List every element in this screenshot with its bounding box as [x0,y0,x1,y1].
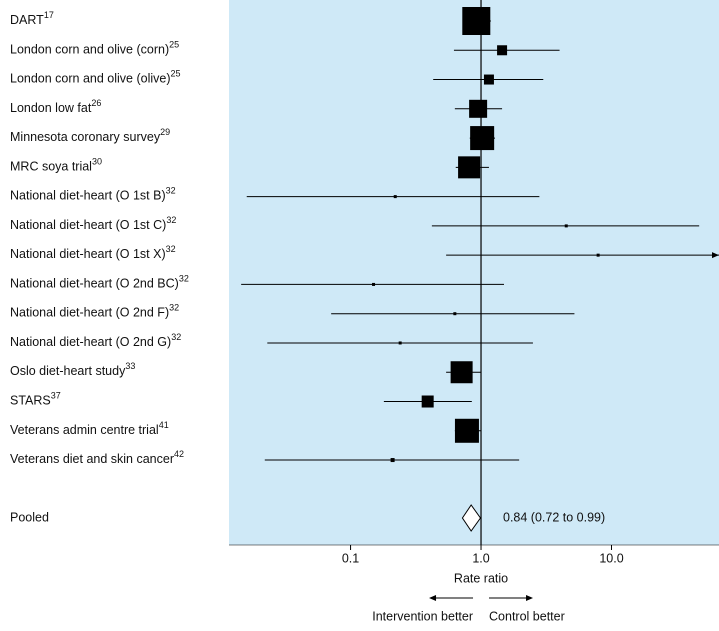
study-ref: 25 [169,40,179,50]
study-label: National diet-heart (O 2nd BC)32 [10,274,189,291]
point-estimate [483,74,494,85]
plot-background [229,0,719,545]
study-ref: 32 [171,332,181,342]
point-estimate [390,458,395,463]
study-label: MRC soya trial30 [10,157,102,174]
study-label: National diet-heart (O 2nd F)32 [10,303,179,320]
point-estimate [393,195,397,199]
point-estimate [596,253,600,257]
study-ref: 32 [166,215,176,225]
study-label: Oslo diet-heart study33 [10,362,135,379]
study-name: National diet-heart (O 1st B) [10,189,166,203]
study-name: MRC soya trial [10,160,92,174]
study-name: National diet-heart (O 2nd BC) [10,277,179,291]
study-name: London corn and olive (olive) [10,72,171,86]
point-estimate [421,395,434,408]
study-name: DART [10,13,44,27]
study-ref: 41 [159,420,169,430]
study-ref: 32 [166,186,176,196]
study-name: STARS [10,394,51,408]
study-name: Veterans diet and skin cancer [10,452,174,466]
study-label: London corn and olive (corn)25 [10,40,179,57]
study-name: Veterans admin centre trial [10,423,159,437]
study-ref: 33 [125,362,135,372]
study-name: National diet-heart (O 2nd G) [10,335,171,349]
study-name: London corn and olive (corn) [10,43,169,57]
right-note: Control better [489,609,565,623]
pooled-value-label: 0.84 (0.72 to 0.99) [503,510,605,524]
study-ref: 32 [169,303,179,313]
x-tick-label: 0.1 [342,551,359,565]
study-ref: 30 [92,157,102,167]
ci-arrow [712,252,719,259]
study-ref: 42 [174,449,184,459]
point-estimate [453,312,457,316]
study-ref: 32 [166,245,176,255]
x-tick-label: 1.0 [472,551,489,565]
study-label: Veterans admin centre trial41 [10,420,169,437]
point-estimate [450,361,473,384]
x-tick-label: 10.0 [599,551,623,565]
study-name: Oslo diet-heart study [10,365,126,379]
study-label: London low fat26 [10,98,101,115]
study-label: DART17 [10,10,54,27]
study-label: National diet-heart (O 1st C)32 [10,215,176,232]
study-name: Minnesota coronary survey [10,130,161,144]
study-label: National diet-heart (O 2nd G)32 [10,332,181,349]
point-estimate [454,418,479,443]
point-estimate [470,126,495,151]
pooled-diamond [461,504,482,532]
study-ref: 29 [160,127,170,137]
point-estimate [398,341,402,345]
study-ref: 37 [51,391,61,401]
point-estimate [469,99,488,118]
study-ref: 17 [44,10,54,20]
left-arrowhead [429,595,437,601]
study-name: National diet-heart (O 1st C) [10,218,166,232]
study-name: London low fat [10,101,92,115]
x-axis-label: Rate ratio [454,571,508,585]
study-label: Veterans diet and skin cancer42 [10,449,184,466]
study-name: National diet-heart (O 2nd F) [10,306,169,320]
point-estimate [564,224,568,228]
study-label: National diet-heart (O 1st X)32 [10,245,176,262]
point-estimate [497,45,508,56]
study-ref: 26 [91,98,101,108]
study-label: London corn and olive (olive)25 [10,69,181,86]
study-label: STARS37 [10,391,61,408]
pooled-label: Pooled [10,510,49,524]
study-ref: 32 [179,274,189,284]
point-estimate [372,282,376,286]
study-label: Minnesota coronary survey29 [10,127,170,144]
study-name: National diet-heart (O 1st X) [10,247,166,261]
point-estimate [462,7,491,35]
study-label: National diet-heart (O 1st B)32 [10,186,176,203]
study-ref: 25 [171,69,181,79]
right-arrowhead [526,595,534,601]
point-estimate [458,156,481,179]
left-note: Intervention better [372,609,473,623]
